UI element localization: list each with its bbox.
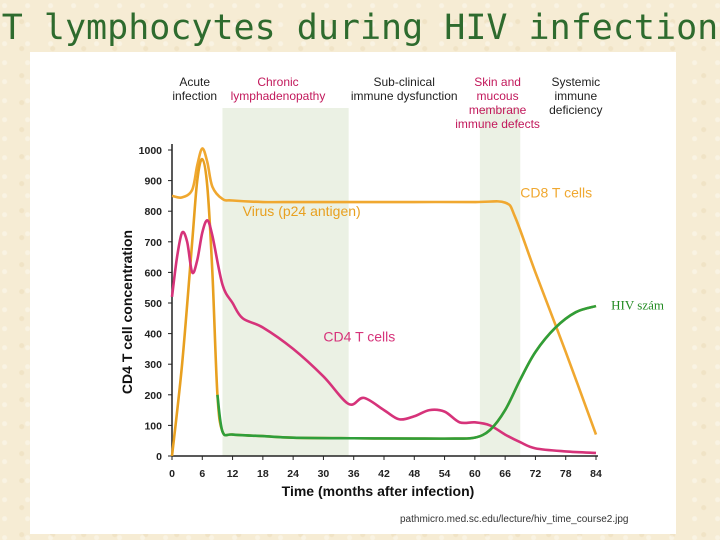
x-tick-label: 84 — [590, 468, 602, 480]
y-tick-label: 100 — [144, 420, 162, 432]
phase-label-line: mucous — [477, 89, 519, 103]
x-axis-label: Time (months after infection) — [282, 483, 475, 499]
phase-label-2: Sub-clinical immune dysfunction — [351, 75, 458, 103]
source-caption: pathmicro.med.sc.edu/lecture/hiv_time_co… — [400, 514, 628, 525]
y-tick-label: 600 — [144, 267, 162, 279]
phase-label-line: Skin and — [474, 75, 521, 89]
y-tick-label: 300 — [144, 359, 162, 371]
x-tick-label: 42 — [378, 468, 390, 480]
y-tick-label: 200 — [144, 390, 162, 402]
x-tick-label: 54 — [439, 468, 451, 480]
cd8-t-cells-line — [171, 147, 598, 436]
phase-label-line: Acute — [179, 75, 210, 89]
phase-label-4: Systemic immune deficiency — [549, 75, 602, 117]
phase-label-line: lymphadenopathy — [231, 89, 326, 103]
x-tick-label: 48 — [408, 468, 420, 480]
chart-panel — [30, 52, 676, 534]
phase-label-line: deficiency — [549, 103, 602, 117]
y-tick-label: 1000 — [139, 145, 163, 157]
phase-label-line: Sub-clinical — [374, 75, 435, 89]
x-tick-label: 30 — [318, 468, 330, 480]
phase-label-line: immune — [554, 89, 597, 103]
phase-label-line: membrane — [469, 103, 527, 117]
x-tick-label: 36 — [348, 468, 360, 480]
x-tick-label: 12 — [227, 468, 239, 480]
phase-label-1: Chronic lymphadenopathy — [231, 75, 326, 103]
y-tick-label: 0 — [156, 451, 162, 463]
cd8-t-cells-label: CD8 T cells — [520, 184, 592, 200]
x-tick-label: 0 — [169, 468, 175, 480]
x-tick-label: 60 — [469, 468, 481, 480]
hiv-count-line — [216, 304, 597, 440]
cd4-t-cells-line — [170, 219, 597, 455]
x-tick-label: 66 — [499, 468, 511, 480]
phase-label-3: Skin and mucous membrane immune defects — [455, 75, 540, 131]
slide-title: T lymphocytes during HIV infection — [1, 8, 719, 48]
phase-label-line: Systemic — [551, 75, 600, 89]
y-axis-label: CD4 T cell concentration — [119, 230, 135, 394]
x-tick-label: 78 — [560, 468, 572, 480]
virus-p24-antigen-label: Virus (p24 antigen) — [243, 203, 361, 219]
y-tick-label: 900 — [144, 176, 162, 188]
shaded-phase-region-1 — [479, 108, 521, 456]
y-tick-label: 500 — [144, 298, 162, 310]
shaded-phase-region-0 — [222, 108, 349, 456]
x-tick-label: 18 — [257, 468, 269, 480]
hiv-count-annotation: HIV szám — [611, 298, 664, 313]
cd4-t-cells-label: CD4 T cells — [323, 328, 395, 344]
phase-label-line: infection — [172, 89, 217, 103]
phase-label-line: immune defects — [455, 117, 540, 131]
x-tick-label: 6 — [199, 468, 205, 480]
phase-label-line: immune dysfunction — [351, 89, 458, 103]
y-tick-label: 800 — [144, 206, 162, 218]
phase-label-line: Chronic — [257, 75, 298, 89]
y-tick-label: 400 — [144, 329, 162, 341]
x-tick-label: 72 — [530, 468, 542, 480]
x-tick-label: 24 — [287, 468, 299, 480]
phase-label-0: Acute infection — [172, 75, 217, 103]
y-tick-label: 700 — [144, 237, 162, 249]
